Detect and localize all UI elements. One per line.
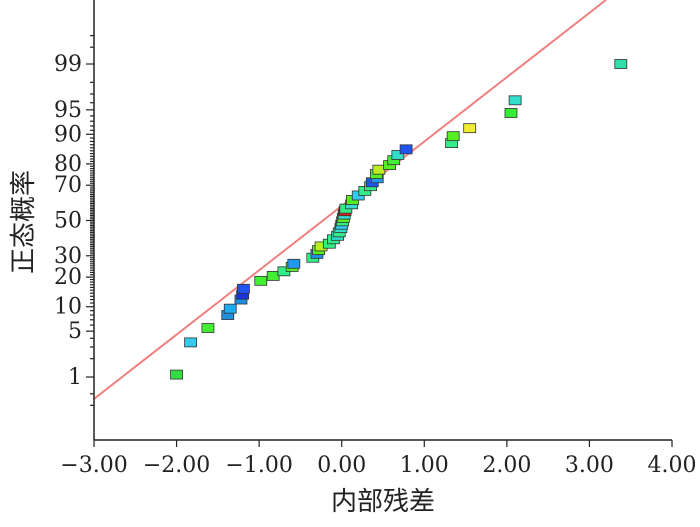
- data-point: [372, 164, 386, 175]
- y-tick-label: 5: [68, 319, 82, 344]
- data-point: [184, 337, 198, 348]
- y-tick-label: 70: [54, 173, 82, 198]
- x-tick-label: 3.00: [565, 453, 614, 478]
- data-point: [508, 95, 522, 106]
- y-tick-label: 10: [54, 295, 82, 320]
- x-tick-label: −2.00: [143, 453, 210, 478]
- x-axis-title: 内部残差: [331, 487, 435, 517]
- data-point: [201, 323, 215, 333]
- y-tick-label: 99: [54, 52, 82, 77]
- data-points-layer: [170, 59, 628, 380]
- data-point: [287, 258, 301, 269]
- y-tick-label: 80: [54, 152, 82, 177]
- data-point: [391, 150, 405, 160]
- y-tick-label: 20: [54, 265, 82, 290]
- y-tick-label: 50: [54, 209, 82, 234]
- x-tick-label: 4.00: [648, 453, 697, 478]
- x-tick-label: 0.00: [317, 453, 366, 478]
- data-point: [266, 271, 280, 281]
- data-point: [504, 108, 518, 118]
- y-tick-label: 30: [54, 244, 82, 269]
- x-tick-label: 1.00: [400, 453, 449, 478]
- y-axis-title: 正态概率: [9, 170, 39, 274]
- data-point: [254, 275, 268, 286]
- data-point: [237, 283, 250, 294]
- data-point: [170, 369, 183, 380]
- x-tick-label: −1.00: [225, 453, 292, 478]
- y-tick-label: 95: [54, 98, 82, 123]
- x-tick-label: −3.00: [60, 453, 127, 478]
- y-tick-label: 1: [68, 365, 82, 390]
- data-point: [614, 59, 628, 69]
- x-axis-ticks: −3.00 −2.00 −1.00 0.00 1.00 2.00 3.00 4.00: [60, 440, 696, 478]
- data-point: [399, 144, 413, 155]
- data-point: [446, 131, 460, 142]
- x-tick-label: 2.00: [482, 453, 531, 478]
- data-point: [223, 303, 237, 314]
- data-point: [463, 123, 477, 134]
- y-tick-label: 90: [54, 122, 82, 147]
